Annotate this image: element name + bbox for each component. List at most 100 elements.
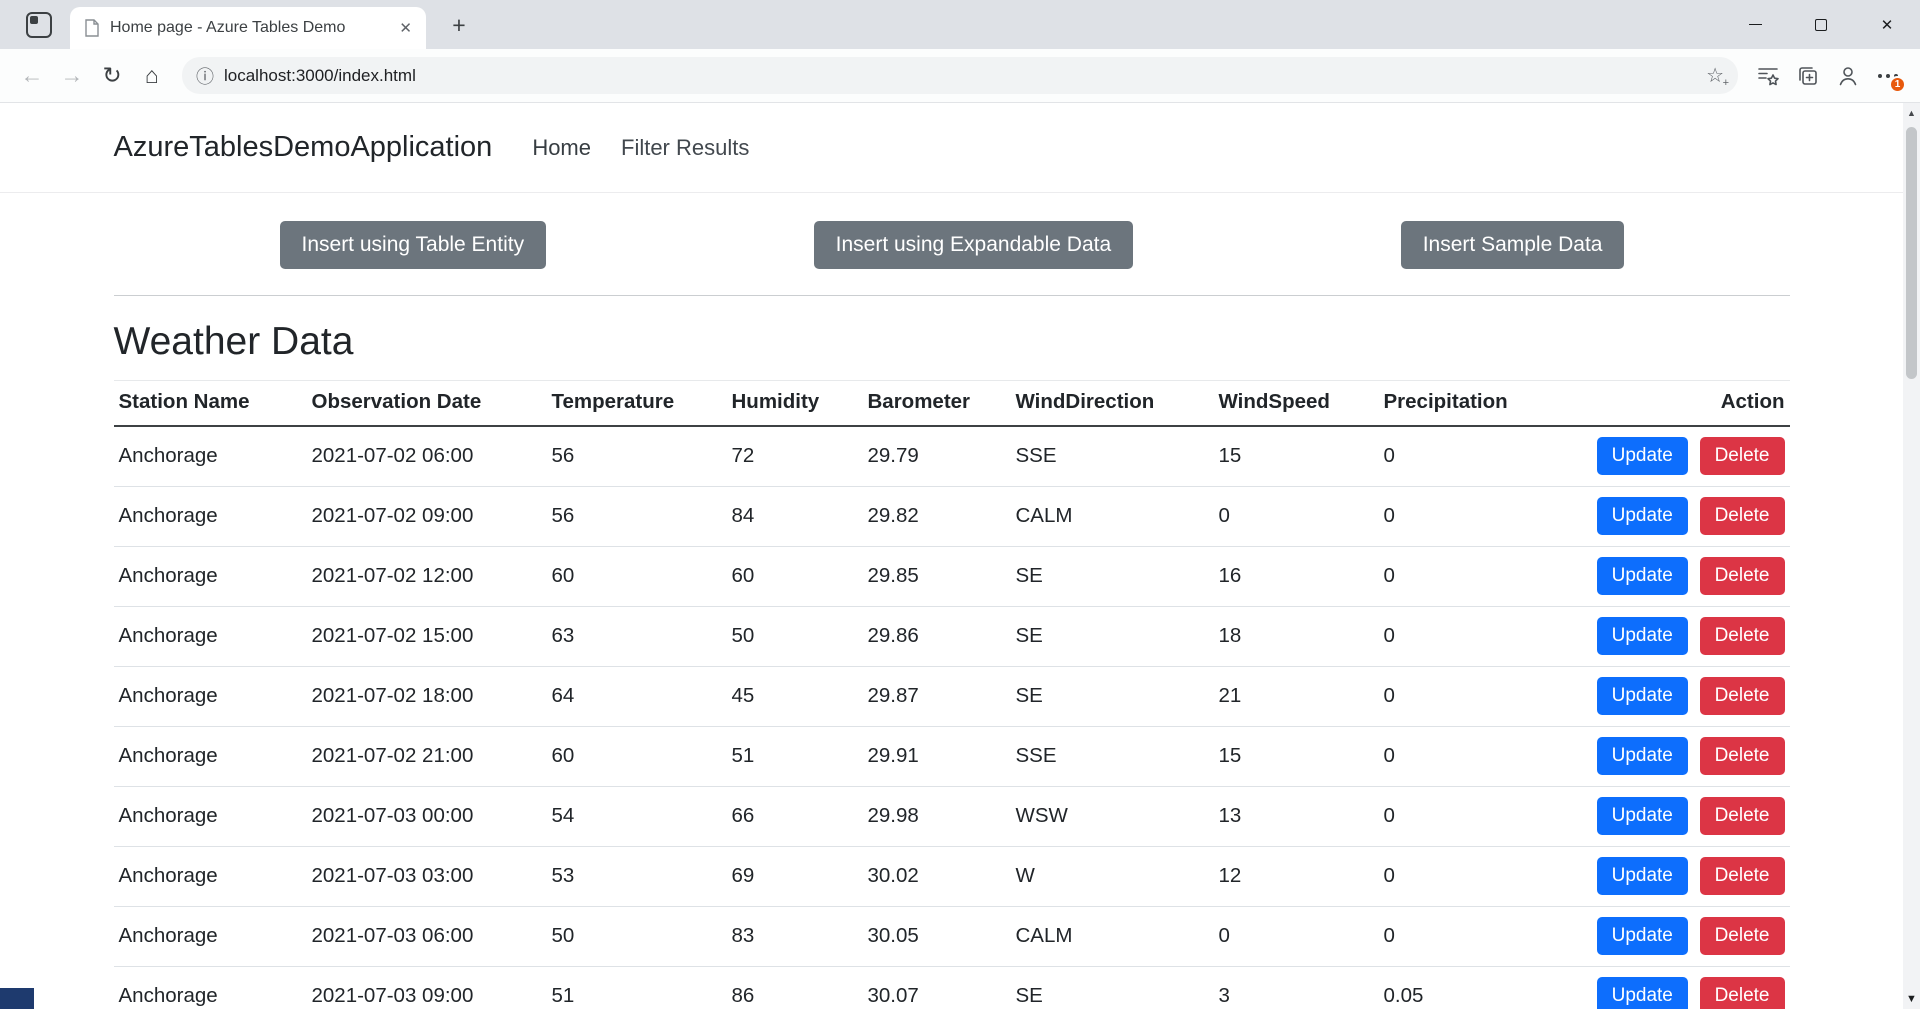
- browser-tab[interactable]: Home page - Azure Tables Demo ✕: [70, 7, 426, 49]
- delete-button[interactable]: Delete: [1699, 857, 1785, 895]
- cell-observation-date: 2021-07-02 21:00: [306, 726, 547, 787]
- site-info-icon[interactable]: ⓘ: [196, 66, 214, 87]
- cell-barometer: 29.91: [862, 726, 1011, 787]
- cell-temperature: 51: [546, 966, 727, 1009]
- footer-fragment: [0, 988, 34, 1009]
- tab-actions-icon[interactable]: [26, 11, 52, 38]
- maximize-button[interactable]: [1788, 0, 1854, 49]
- nav-link-filter-results[interactable]: Filter Results: [621, 134, 750, 160]
- table-row: Anchorage 2021-07-03 03:00 53 69 30.02 W…: [113, 846, 1790, 907]
- tab-close-icon[interactable]: ✕: [399, 20, 412, 37]
- refresh-button[interactable]: ↻: [102, 62, 122, 88]
- cell-wind-speed: 18: [1213, 606, 1379, 667]
- cell-station-name: Anchorage: [113, 906, 307, 967]
- new-tab-button[interactable]: +: [452, 11, 466, 38]
- cell-precipitation: 0: [1378, 486, 1575, 547]
- favorites-button[interactable]: [1748, 56, 1788, 96]
- collections-icon: [1799, 66, 1817, 85]
- page-title: Weather Data: [113, 320, 354, 363]
- back-button[interactable]: ←: [20, 62, 44, 88]
- scroll-down-icon[interactable]: ▼: [1906, 993, 1917, 1005]
- col-wind-speed: WindSpeed: [1213, 380, 1379, 427]
- cell-precipitation: 0.05: [1378, 966, 1575, 1009]
- scrollbar-thumb[interactable]: [1906, 127, 1917, 379]
- cell-observation-date: 2021-07-03 03:00: [306, 846, 547, 907]
- cell-barometer: 29.82: [862, 486, 1011, 547]
- add-favorite-icon[interactable]: ☆: [1706, 63, 1729, 89]
- delete-button[interactable]: Delete: [1699, 497, 1785, 535]
- profile-button[interactable]: [1828, 56, 1868, 96]
- delete-button[interactable]: Delete: [1699, 437, 1785, 476]
- cell-station-name: Anchorage: [113, 666, 307, 727]
- insert-expandable-data-button[interactable]: Insert using Expandable Data: [813, 221, 1134, 269]
- cell-temperature: 56: [546, 426, 727, 487]
- delete-button[interactable]: Delete: [1699, 917, 1785, 955]
- cell-wind-direction: SE: [1010, 966, 1214, 1009]
- cell-precipitation: 0: [1378, 606, 1575, 667]
- cell-barometer: 29.79: [862, 426, 1011, 487]
- update-button[interactable]: Update: [1596, 617, 1688, 655]
- window-controls: ✕: [1722, 0, 1920, 49]
- cell-humidity: 51: [726, 726, 863, 787]
- cell-action: Update Delete: [1574, 486, 1790, 547]
- update-button[interactable]: Update: [1596, 557, 1688, 595]
- cell-station-name: Anchorage: [113, 966, 307, 1009]
- cell-wind-speed: 12: [1213, 846, 1379, 907]
- cell-humidity: 86: [726, 966, 863, 1009]
- collections-button[interactable]: [1788, 56, 1828, 96]
- insert-table-entity-button[interactable]: Insert using Table Entity: [279, 221, 547, 269]
- vertical-scrollbar[interactable]: ▲ ▼: [1903, 103, 1920, 1009]
- close-button[interactable]: ✕: [1854, 0, 1920, 49]
- update-button[interactable]: Update: [1596, 497, 1688, 535]
- col-humidity: Humidity: [726, 380, 863, 427]
- minimize-icon: [1748, 24, 1762, 25]
- update-button[interactable]: Update: [1596, 977, 1688, 1009]
- cell-barometer: 30.07: [862, 966, 1011, 1009]
- delete-button[interactable]: Delete: [1699, 677, 1785, 715]
- insert-sample-data-button[interactable]: Insert Sample Data: [1400, 221, 1625, 269]
- url-text[interactable]: localhost:3000/index.html: [224, 65, 416, 85]
- delete-button[interactable]: Delete: [1699, 797, 1785, 835]
- section-divider: [113, 295, 1790, 296]
- forward-button[interactable]: →: [60, 62, 84, 88]
- close-icon: ✕: [1880, 16, 1894, 34]
- cell-wind-speed: 0: [1213, 486, 1379, 547]
- cell-wind-speed: 15: [1213, 726, 1379, 787]
- table-row: Anchorage 2021-07-02 12:00 60 60 29.85 S…: [113, 546, 1790, 607]
- cell-station-name: Anchorage: [113, 726, 307, 787]
- delete-button[interactable]: Delete: [1699, 977, 1785, 1009]
- delete-button[interactable]: Delete: [1699, 617, 1785, 655]
- cell-wind-direction: CALM: [1010, 486, 1214, 547]
- page-favicon-icon: [85, 19, 99, 37]
- update-button[interactable]: Update: [1596, 917, 1688, 955]
- maximize-icon: [1815, 18, 1827, 31]
- cell-station-name: Anchorage: [113, 846, 307, 907]
- cell-observation-date: 2021-07-02 12:00: [306, 546, 547, 607]
- update-button[interactable]: Update: [1596, 857, 1688, 895]
- update-button[interactable]: Update: [1596, 737, 1688, 775]
- nav-link-home[interactable]: Home: [532, 134, 591, 160]
- home-button[interactable]: ⌂: [145, 62, 159, 88]
- scroll-up-icon[interactable]: ▲: [1907, 108, 1916, 118]
- minimize-button[interactable]: [1722, 0, 1788, 49]
- notification-badge: 1: [1889, 75, 1906, 93]
- update-button[interactable]: Update: [1596, 797, 1688, 835]
- cell-temperature: 60: [546, 546, 727, 607]
- navbar-brand[interactable]: AzureTablesDemoApplication: [113, 131, 493, 163]
- page-viewport: AzureTablesDemoApplication Home Filter R…: [0, 103, 1920, 1009]
- settings-menu-button[interactable]: 1: [1868, 56, 1908, 96]
- delete-button[interactable]: Delete: [1699, 737, 1785, 775]
- cell-barometer: 29.87: [862, 666, 1011, 727]
- profile-avatar-icon: [1839, 66, 1857, 85]
- cell-action: Update Delete: [1574, 726, 1790, 787]
- cell-precipitation: 0: [1378, 846, 1575, 907]
- delete-button[interactable]: Delete: [1699, 557, 1785, 595]
- tab-bar: Home page - Azure Tables Demo ✕ + ✕: [0, 0, 1920, 49]
- cell-temperature: 50: [546, 906, 727, 967]
- update-button[interactable]: Update: [1596, 677, 1688, 715]
- address-bar[interactable]: ⓘ localhost:3000/index.html ☆: [182, 57, 1738, 94]
- cell-wind-direction: SE: [1010, 666, 1214, 727]
- update-button[interactable]: Update: [1596, 437, 1688, 476]
- cell-wind-speed: 21: [1213, 666, 1379, 727]
- col-temperature: Temperature: [546, 380, 727, 427]
